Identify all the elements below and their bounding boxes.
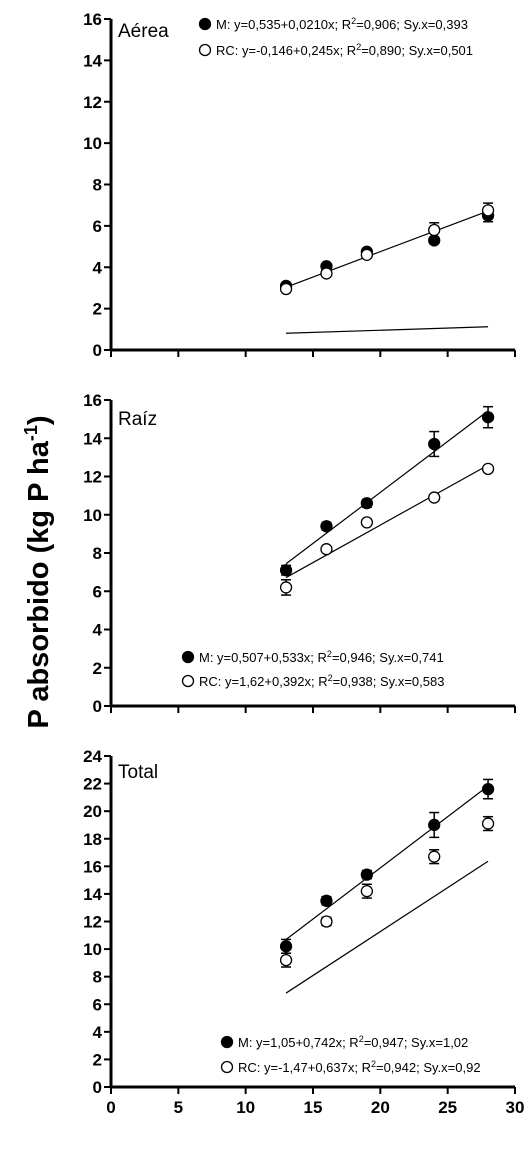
panel-total-x-tick-label: 15: [304, 1098, 323, 1117]
panel-total-point-rc: [360, 885, 374, 898]
panel-aerea-y-tick-label: 2: [93, 300, 102, 319]
panel-raiz-legend-marker-m: [181, 650, 195, 664]
panel-raiz-point-rc: [360, 516, 374, 529]
panel-total-legend-marker-m: [220, 1035, 234, 1049]
panel-raiz-point-m: [428, 437, 441, 451]
panel-aerea-legend-text-m: M: y=0,535+0,0210x; R2=0,906; Sy.x=0,393: [216, 16, 468, 32]
panel-total-y-tick-label: 12: [83, 913, 102, 932]
panel-total-y-tick-label: 16: [83, 857, 102, 876]
panel-raiz-y-tick-label: 12: [83, 468, 102, 487]
panel-aerea: 0 2 4 6 8 10 12 14 16 Aérea M: y=0,535+0,0210x; R2…: [83, 10, 516, 360]
panel-aerea-y-tick-label: 0: [93, 341, 102, 360]
panel-aerea-legend-marker-rc: [198, 43, 212, 57]
panel-total-point-rc: [320, 915, 333, 928]
panel-aerea-legend-marker-m: [198, 17, 212, 31]
panel-total-x-tick-label: 5: [174, 1098, 183, 1117]
panel-total-title: Total: [118, 762, 158, 783]
panel-total-y-tick-label: 4: [93, 1023, 103, 1042]
panel-aerea-legend-text-rc: RC: y=-0,146+0,245x; R2=0,890; Sy.x=0,50…: [216, 42, 473, 58]
panel-raiz-title: Raíz: [118, 409, 157, 430]
panel-total-y-tick-label: 22: [83, 775, 102, 794]
panel-raiz-y-tick-label: 10: [83, 506, 102, 525]
panel-aerea-y-tick-label: 8: [93, 176, 102, 195]
y-axis-label-sup: -1: [21, 425, 41, 441]
panel-aerea-point-rc: [320, 267, 333, 280]
panel-total-legend-marker-rc: [220, 1060, 234, 1074]
panel-aerea-point-rc: [279, 282, 293, 296]
panel-raiz-y-tick-label: 2: [93, 659, 102, 678]
panel-total-point-m: [428, 818, 441, 832]
panel-aerea-y-tick-label: 14: [83, 51, 102, 70]
panel-total-x-tick-label: 25: [438, 1098, 457, 1117]
panel-raiz-legend-text-rc: RC: y=1,62+0,392x; R2=0,938; Sy.x=0,583: [199, 673, 444, 689]
panel-total-x-tick-label: 0: [106, 1098, 115, 1117]
panel-total-y-tick-label: 0: [93, 1078, 102, 1097]
panel-raiz-point-rc: [481, 462, 495, 476]
panel-raiz-legend-marker-rc: [181, 674, 195, 688]
panel-total-point-m: [360, 868, 374, 881]
panel-aerea-point-rc: [428, 223, 441, 237]
panel-total-x-tick-label: 10: [236, 1098, 255, 1117]
panel-raiz-point-m: [481, 411, 495, 424]
panel-total-point-rc: [279, 953, 293, 967]
panel-aerea-fit-line-rc: [285, 210, 489, 288]
panel-total-point-rc: [481, 817, 495, 830]
panel-raiz-y-tick-label: 8: [93, 544, 102, 563]
panel-total-point-m: [320, 894, 333, 907]
panel-total-y-tick-label: 8: [93, 968, 102, 987]
panel-raiz-point-rc: [279, 581, 293, 594]
panel-aerea-point-rc: [360, 248, 374, 261]
y-axis-label-close: ): [23, 415, 55, 425]
panel-total-y-tick-label: 2: [93, 1050, 102, 1069]
panel-raiz-y-tick-label: 0: [93, 697, 102, 716]
panel-raiz-y-tick-label: 14: [83, 429, 102, 448]
panel-total-y-tick-label: 6: [93, 995, 102, 1014]
panel-raiz-point-m: [320, 520, 333, 533]
panel-total-y-tick-label: 20: [83, 802, 102, 821]
panel-total-y-tick-label: 14: [83, 885, 102, 904]
panel-aerea-y-tick-label: 10: [83, 134, 102, 153]
panel-total-x-tick-label: 20: [371, 1098, 390, 1117]
panel-total-legend-text-rc: RC: y=-1,47+0,637x; R2=0,942; Sy.x=0,92: [238, 1059, 481, 1075]
panel-total-point-m: [279, 940, 293, 953]
panel-aerea-y-tick-label: 12: [83, 93, 102, 112]
panel-raiz-legend-text-m: M: y=0,507+0,533x; R2=0,946; Sy.x=0,741: [199, 649, 444, 665]
panel-total-y-tick-label: 10: [83, 940, 102, 959]
panel-raiz-point-m: [279, 564, 293, 577]
panel-aerea-y-tick-label: 4: [93, 258, 103, 277]
panel-total-fit-line-rc: [285, 860, 489, 994]
y-axis-label-main: P absorbido (kg P ha: [23, 440, 55, 728]
panel-raiz-fit-line-rc: [285, 464, 489, 579]
panel-raiz-y-tick-label: 6: [93, 582, 102, 601]
panel-total-fit-line-m: [285, 785, 489, 940]
panel-total-x-tick-label: 30: [506, 1098, 525, 1117]
panel-raiz-fit-line-m: [285, 410, 489, 565]
y-axis-label: P absorbido (kg P ha-1): [21, 415, 55, 728]
panel-raiz-point-rc: [428, 491, 441, 504]
panel-raiz-y-tick-label: 4: [93, 621, 103, 640]
panel-total-legend-text-m: M: y=1,05+0,742x; R2=0,947; Sy.x=1,02: [238, 1034, 468, 1050]
panel-total-point-m: [481, 782, 495, 796]
panel-total-y-tick-label: 24: [83, 747, 102, 766]
panel-raiz-y-tick-label: 16: [83, 391, 102, 410]
panel-raiz: 0 2 4 6 8 10 12 14 16 Raíz M: y=0,507+0,533x; R2=0…: [83, 391, 516, 716]
panel-total-point-rc: [428, 850, 441, 863]
panel-aerea-y-tick-label: 16: [83, 10, 102, 29]
panel-aerea-y-tick-label: 6: [93, 217, 102, 236]
panel-raiz-point-rc: [320, 543, 333, 556]
panel-aerea-title: Aérea: [118, 21, 169, 42]
panel-total-y-tick-label: 18: [83, 830, 102, 849]
panel-aerea-fit-line-m: [286, 326, 489, 334]
panel-aerea-point-rc: [481, 204, 495, 217]
panel-raiz-point-m: [360, 497, 374, 510]
